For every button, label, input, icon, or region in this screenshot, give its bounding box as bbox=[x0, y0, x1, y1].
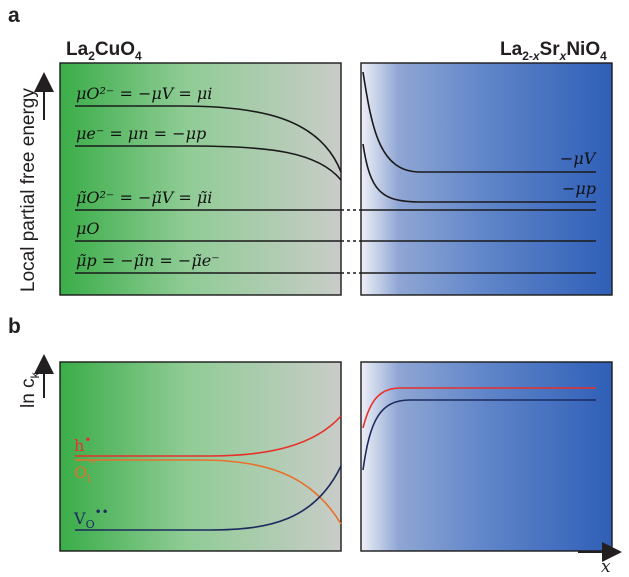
equation-electrochemical-o: μ̃O²⁻ = −μ̃V = μ̃i bbox=[76, 188, 212, 207]
panel-b-y-axis-label: ln ck bbox=[18, 371, 42, 408]
label-minus-mu-v: −μV bbox=[560, 149, 597, 168]
panel-a-left-box bbox=[59, 62, 342, 296]
mu-e-curve-left bbox=[75, 145, 342, 181]
equation-mu-o: μO bbox=[76, 219, 100, 238]
label-minus-mu-p: −μp bbox=[562, 179, 596, 198]
vacancy-label: VO•• bbox=[73, 505, 109, 531]
vacancy-curve-left bbox=[75, 465, 342, 531]
panel-b-letter: b bbox=[8, 315, 21, 338]
x-axis-label: x bbox=[601, 557, 611, 577]
vacancy-curve-right bbox=[362, 399, 596, 471]
mu-o-curve-left bbox=[75, 105, 342, 173]
equation-chemical-o: μO²⁻ = −μV = μi bbox=[76, 84, 212, 103]
panel-a-y-axis-label: Local partial free energy bbox=[18, 88, 39, 292]
hole-curve-right bbox=[362, 387, 596, 429]
panel-a-right-box bbox=[360, 62, 613, 296]
hole-label: h• bbox=[74, 433, 91, 455]
hole-curve-left bbox=[75, 415, 342, 457]
right-material-label: La2-xSrxNiO4 bbox=[500, 39, 607, 63]
panel-a-letter: a bbox=[8, 4, 20, 27]
mu-v-curve-right bbox=[362, 71, 596, 173]
interstitial-label: Oi″ bbox=[74, 459, 96, 485]
left-material-label: La2CuO4 bbox=[66, 39, 142, 63]
interstitial-curve-left bbox=[75, 459, 342, 525]
panel-b-right-box bbox=[360, 361, 613, 552]
equation-chemical-e: μe⁻ = μn = −μp bbox=[76, 124, 206, 143]
mu-p-curve-right bbox=[362, 143, 596, 203]
equation-electrochemical-p: μ̃p = −μ̃n = −μ̃e⁻ bbox=[76, 251, 220, 270]
